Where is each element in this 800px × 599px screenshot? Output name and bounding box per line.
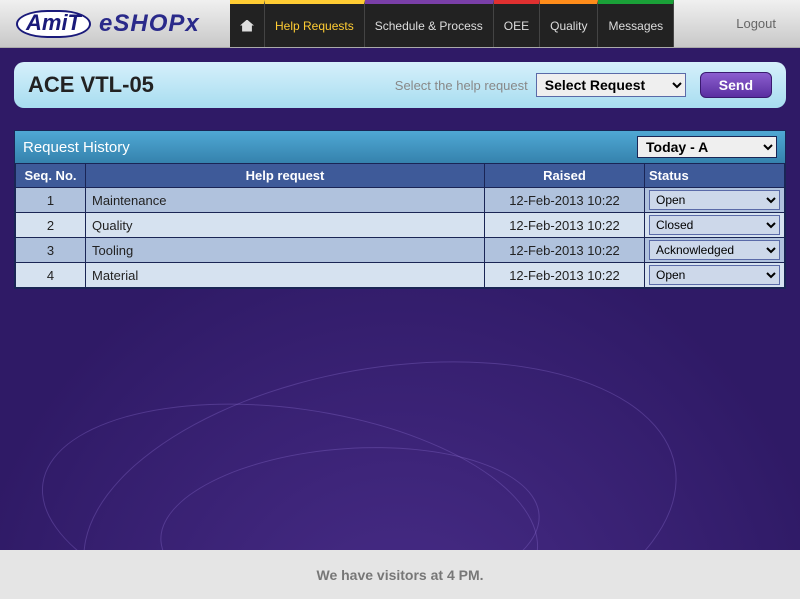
history-title: Request History [23, 139, 130, 156]
nav-home[interactable] [230, 0, 265, 47]
nav-messages[interactable]: Messages [598, 0, 674, 47]
col-raised: Raised [485, 164, 645, 188]
send-button[interactable]: Send [700, 72, 772, 98]
cell-seq: 4 [16, 263, 86, 288]
status-select[interactable]: Closed [649, 215, 780, 235]
cell-request: Maintenance [86, 188, 485, 213]
cell-status: Open [645, 263, 785, 288]
logo-block: AmiT eSHOPx [0, 0, 230, 47]
cell-raised: 12-Feb-2013 10:22 [485, 188, 645, 213]
col-seq: Seq. No. [16, 164, 86, 188]
footer-ticker: We have visitors at 4 PM. [316, 567, 483, 583]
nav-quality[interactable]: Quality [540, 0, 598, 47]
page-title: ACE VTL-05 [28, 72, 154, 98]
cell-seq: 1 [16, 188, 86, 213]
table-row: 1Maintenance12-Feb-2013 10:22Open [16, 188, 785, 213]
footer: We have visitors at 4 PM. [0, 550, 800, 599]
nav-help-requests[interactable]: Help Requests [265, 0, 365, 47]
main-nav: Help Requests Schedule & Process OEE Qua… [230, 0, 674, 47]
history-panel: Request History Today - A Seq. No. Help … [14, 130, 786, 289]
cell-request: Material [86, 263, 485, 288]
select-request-label: Select the help request [395, 78, 528, 93]
cell-status: Closed [645, 213, 785, 238]
col-status: Status [645, 164, 785, 188]
product-name: eSHOPx [99, 10, 200, 38]
nav-oee[interactable]: OEE [494, 0, 540, 47]
cell-raised: 12-Feb-2013 10:22 [485, 213, 645, 238]
nav-schedule[interactable]: Schedule & Process [365, 0, 494, 47]
table-row: 4Material12-Feb-2013 10:22Open [16, 263, 785, 288]
request-select[interactable]: Select Request [536, 73, 686, 97]
history-header: Request History Today - A [15, 131, 785, 163]
history-table: Seq. No. Help request Raised Status 1Mai… [15, 163, 785, 288]
status-select[interactable]: Open [649, 190, 780, 210]
cell-status: Acknowledged [645, 238, 785, 263]
main-content: ACE VTL-05 Select the help request Selec… [0, 48, 800, 550]
cell-seq: 2 [16, 213, 86, 238]
cell-request: Quality [86, 213, 485, 238]
history-filter-select[interactable]: Today - A [637, 136, 777, 158]
logout-link[interactable]: Logout [736, 16, 776, 31]
cell-status: Open [645, 188, 785, 213]
cell-seq: 3 [16, 238, 86, 263]
table-row: 2Quality12-Feb-2013 10:22Closed [16, 213, 785, 238]
status-select[interactable]: Acknowledged [649, 240, 780, 260]
home-icon [240, 20, 254, 32]
col-request: Help request [86, 164, 485, 188]
top-bar: AmiT eSHOPx Help Requests Schedule & Pro… [0, 0, 800, 48]
brand-logo: AmiT [16, 10, 91, 38]
cell-raised: 12-Feb-2013 10:22 [485, 238, 645, 263]
status-select[interactable]: Open [649, 265, 780, 285]
cell-request: Tooling [86, 238, 485, 263]
cell-raised: 12-Feb-2013 10:22 [485, 263, 645, 288]
table-row: 3Tooling12-Feb-2013 10:22Acknowledged [16, 238, 785, 263]
header-card: ACE VTL-05 Select the help request Selec… [14, 62, 786, 108]
